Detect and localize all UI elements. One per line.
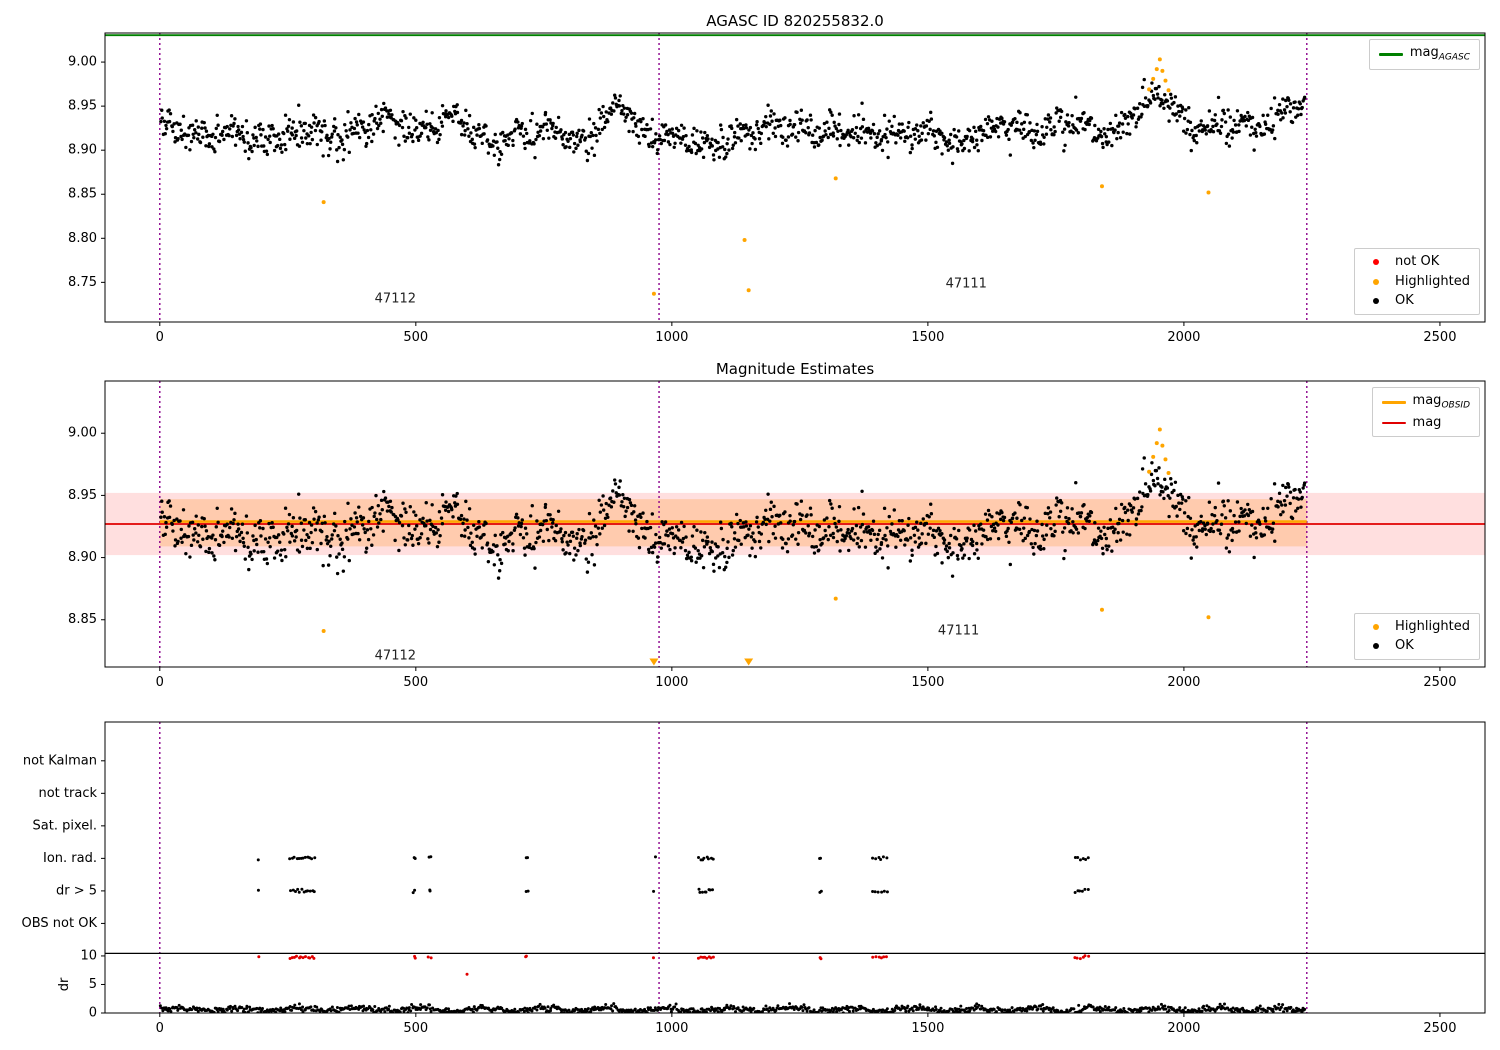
flag-row-scatter (256, 887, 1090, 895)
legend-entry: OK (1364, 293, 1470, 309)
ok-scatter (159, 456, 1307, 580)
x-tick-label: 2500 (1423, 1021, 1456, 1036)
plot2-title: Magnitude Estimates (715, 360, 875, 378)
y-tick-label: 9.00 (68, 55, 97, 70)
obsid-annotation: 47112 (375, 649, 416, 664)
legend-entry: magAGASC (1378, 45, 1470, 64)
legend-line-marker (1381, 421, 1406, 425)
legend-label: magOBSID (1412, 393, 1470, 411)
y-tick-label: 8.80 (68, 231, 97, 246)
agasc-mag-plot-area: 47112 47111 (105, 33, 1485, 322)
x-tick-label: 500 (403, 675, 428, 690)
x-tick-label: 2000 (1167, 330, 1200, 345)
x-tick-label: 0 (156, 1021, 164, 1036)
mag-estimates-legend-lower: Highlighted OK (1354, 612, 1480, 660)
plot1-title: AGASC ID 820255832.0 (706, 12, 884, 30)
x-tick-label: 1000 (655, 675, 688, 690)
legend-dot-marker (1364, 278, 1388, 285)
legend-dot-marker (1364, 297, 1388, 304)
x-tick-label: 1000 (655, 1021, 688, 1036)
x-tick-label: 2000 (1167, 1021, 1200, 1036)
flag-row-label: not Kalman (23, 753, 97, 768)
y-tick-label: 10 (80, 948, 97, 963)
dr-axis-label: dr (57, 977, 72, 991)
y-tick-label: 8.95 (68, 99, 97, 114)
legend-label: OK (1395, 292, 1414, 308)
x-tick-label: 2000 (1167, 675, 1200, 690)
x-tick-label: 0 (156, 675, 164, 690)
axes-frame (104, 32, 1486, 323)
y-tick-label: 8.85 (68, 612, 97, 627)
x-tick-label: 1500 (911, 1021, 944, 1036)
legend-entry: OK (1364, 638, 1470, 654)
legend-entry: not OK (1364, 254, 1470, 270)
y-tick-label: 8.90 (68, 550, 97, 565)
flag-row-label: OBS not OK (22, 916, 98, 931)
flag-row-label: dr > 5 (56, 883, 97, 898)
x-tick-label: 500 (403, 1021, 428, 1036)
legend-dot-marker (1364, 623, 1388, 630)
legend-label: not OK (1395, 254, 1440, 270)
x-tick-label: 1500 (911, 675, 944, 690)
legend-dot-marker (1364, 642, 1388, 649)
x-tick-label: 1500 (911, 330, 944, 345)
ok-scatter (159, 77, 1307, 167)
highlighted-scatter (321, 427, 1211, 633)
y-tick-label: 8.95 (68, 488, 97, 503)
legend-line-marker (1381, 401, 1406, 404)
legend-entry: mag (1381, 414, 1470, 431)
mag-estimates-plot-area: 47112 47111 (105, 381, 1485, 667)
y-tick-label: 8.85 (68, 187, 97, 202)
legend-dot-marker (1364, 259, 1388, 266)
legend-label: Highlighted (1395, 618, 1470, 634)
x-tick-label: 0 (156, 330, 164, 345)
dr-scatter (158, 1002, 1307, 1013)
obsid-annotation: 47111 (946, 277, 987, 292)
y-tick-label: 5 (89, 977, 97, 992)
obsid-annotation: 47111 (938, 624, 979, 639)
axes-frame (104, 721, 1486, 1014)
clipped-low-marker (744, 658, 754, 666)
y-tick-label: 8.90 (68, 143, 97, 158)
not-ok-scatter (257, 954, 1091, 976)
flags-plot-area (105, 722, 1485, 1013)
flag-row-label: Sat. pixel. (33, 818, 97, 833)
flag-row-label: Ion. rad. (43, 851, 97, 866)
mag-estimates-legend-upper: magOBSID mag (1371, 387, 1480, 438)
x-tick-label: 1000 (655, 330, 688, 345)
obsid-annotation: 47112 (375, 292, 416, 307)
legend-entry: Highlighted (1364, 274, 1470, 290)
axes-frame (104, 380, 1486, 668)
legend-line-marker (1378, 53, 1403, 56)
highlighted-scatter (321, 57, 1211, 296)
legend-label: Highlighted (1395, 273, 1470, 289)
clipped-low-marker (649, 658, 659, 666)
x-tick-label: 500 (403, 330, 428, 345)
legend-entry: Highlighted (1364, 619, 1470, 635)
legend-label: mag (1412, 414, 1442, 430)
y-tick-label: 8.75 (68, 275, 97, 290)
agasc-mag-legend-upper: magAGASC (1368, 39, 1480, 70)
x-tick-label: 2500 (1423, 330, 1456, 345)
legend-label: OK (1395, 637, 1414, 653)
y-tick-label: 9.00 (68, 426, 97, 441)
flag-row-label: not track (38, 786, 97, 801)
legend-entry: magOBSID (1381, 393, 1470, 412)
x-tick-label: 2500 (1423, 675, 1456, 690)
y-tick-label: 0 (89, 1006, 97, 1021)
agasc-mag-legend-lower: not OK Highlighted OK (1354, 248, 1480, 315)
legend-label: magAGASC (1409, 45, 1470, 63)
flag-row-scatter (256, 855, 1090, 862)
